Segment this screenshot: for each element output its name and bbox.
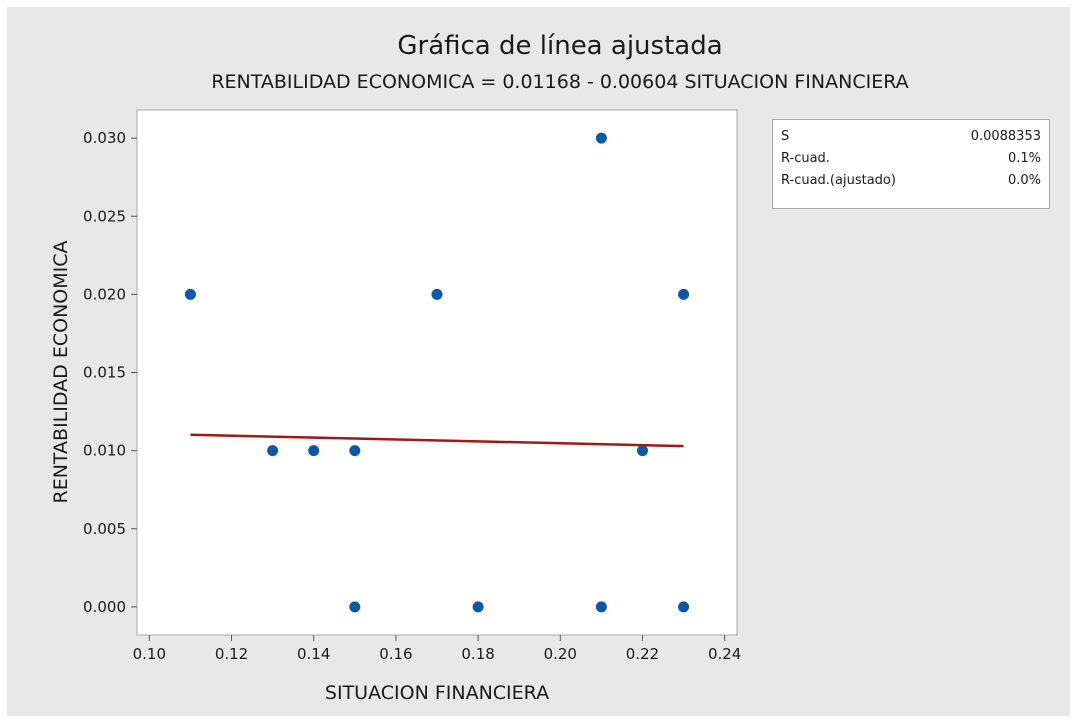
stat-value: 0.0088353 bbox=[970, 129, 1041, 144]
x-tick-label: 0.16 bbox=[379, 645, 412, 663]
data-point bbox=[267, 445, 279, 457]
x-tick-label: 0.24 bbox=[708, 645, 741, 663]
data-point bbox=[184, 288, 196, 300]
data-points bbox=[184, 132, 690, 613]
data-point bbox=[636, 445, 648, 457]
stat-row: S 0.0088353 bbox=[781, 126, 1041, 148]
x-tick-label: 0.18 bbox=[461, 645, 494, 663]
y-axis-label: RENTABILIDAD ECONOMICA bbox=[50, 241, 72, 504]
y-tick-label: 0.030 bbox=[83, 129, 126, 147]
stat-label: S bbox=[781, 129, 790, 144]
x-tick-label: 0.10 bbox=[133, 645, 166, 663]
x-axis: 0.10 0.12 0.14 0.16 0.18 0.20 0.22 0.24 bbox=[133, 635, 741, 663]
data-point bbox=[595, 132, 607, 144]
chart-title: Gráfica de línea ajustada bbox=[397, 31, 722, 61]
model-summary-box: S 0.0088353 R-cuad. 0.1% R-cuad.(ajustado) 0.… bbox=[772, 119, 1050, 209]
stat-value: 0.1% bbox=[1007, 151, 1041, 166]
chart-subtitle: RENTABILIDAD ECONOMICA = 0.01168 - 0.006… bbox=[211, 71, 908, 93]
y-tick-label: 0.010 bbox=[83, 442, 126, 460]
chart-frame: Gráfica de línea ajustada RENTABILIDAD E… bbox=[7, 7, 1070, 716]
data-point bbox=[349, 601, 361, 613]
x-tick-label: 0.22 bbox=[626, 645, 659, 663]
data-point bbox=[431, 288, 443, 300]
data-point bbox=[678, 601, 690, 613]
x-tick-label: 0.20 bbox=[544, 645, 577, 663]
stat-row: R-cuad. 0.1% bbox=[781, 148, 1041, 170]
stat-value: 0.0% bbox=[1007, 173, 1041, 188]
data-point bbox=[678, 288, 690, 300]
stat-row: R-cuad.(ajustado) 0.0% bbox=[781, 170, 1041, 192]
x-axis-label: SITUACION FINANCIERA bbox=[325, 682, 549, 704]
data-point bbox=[349, 445, 361, 457]
stat-label: R-cuad.(ajustado) bbox=[781, 173, 896, 188]
fit-line-group bbox=[190, 433, 684, 448]
data-point bbox=[472, 601, 484, 613]
y-tick-label: 0.020 bbox=[83, 285, 126, 303]
fitted-line-plot: Gráfica de línea ajustada RENTABILIDAD E… bbox=[50, 31, 909, 704]
x-tick-label: 0.14 bbox=[297, 645, 330, 663]
plot-area bbox=[136, 109, 738, 636]
y-tick-label: 0.025 bbox=[83, 207, 126, 225]
x-tick-label: 0.12 bbox=[215, 645, 248, 663]
y-tick-label: 0.015 bbox=[83, 364, 126, 382]
data-point bbox=[595, 601, 607, 613]
stat-label: R-cuad. bbox=[781, 151, 830, 166]
y-tick-label: 0.005 bbox=[83, 520, 126, 538]
data-point bbox=[308, 445, 320, 457]
fitted-regression-line bbox=[190, 433, 684, 448]
y-axis: 0.000 0.005 0.010 0.015 0.020 0.025 0.030 bbox=[83, 129, 137, 616]
y-tick-label: 0.000 bbox=[83, 598, 126, 616]
